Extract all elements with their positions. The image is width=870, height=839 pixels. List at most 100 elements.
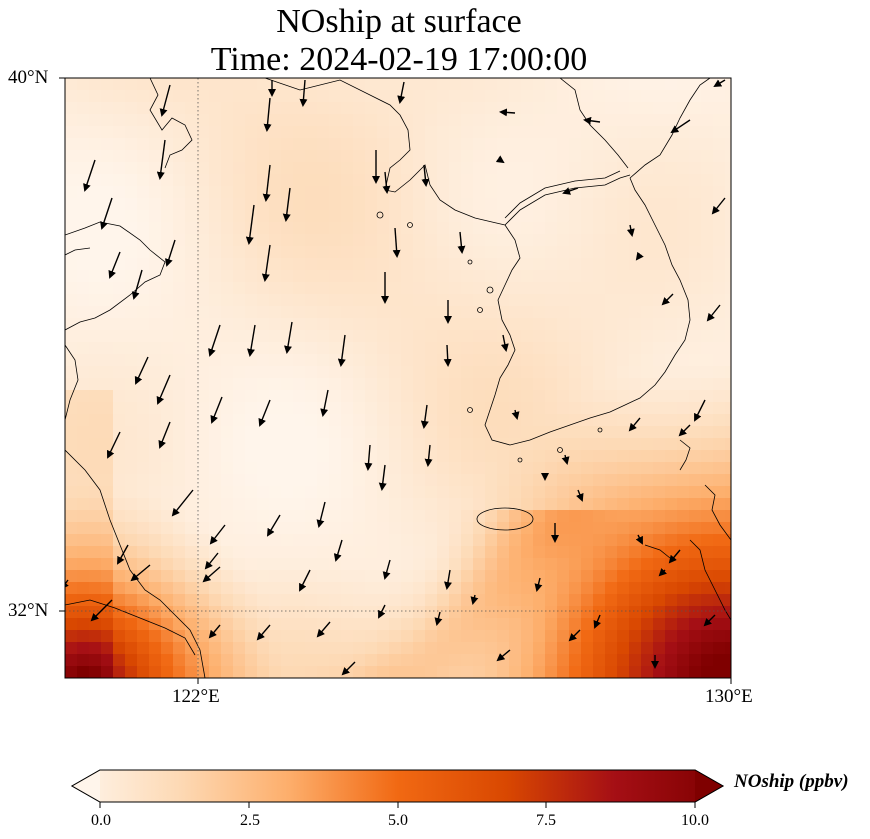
- field-cell: [341, 246, 354, 259]
- field-cell: [713, 294, 726, 307]
- field-cell: [497, 402, 510, 415]
- field-cell: [305, 186, 318, 199]
- field-cell: [569, 234, 582, 247]
- field-cell: [605, 522, 618, 535]
- field-cell: [293, 114, 306, 127]
- field-cell: [233, 498, 246, 511]
- field-cell: [293, 354, 306, 367]
- field-cell: [665, 534, 678, 547]
- field-cell: [197, 330, 210, 343]
- field-cell: [701, 486, 714, 499]
- field-cell: [269, 330, 282, 343]
- field-cell: [533, 258, 546, 271]
- field-cell: [461, 354, 474, 367]
- field-cell: [245, 174, 258, 187]
- field-cell: [89, 522, 102, 535]
- field-cell: [581, 174, 594, 187]
- field-cell: [677, 294, 690, 307]
- field-cell: [377, 546, 390, 559]
- field-cell: [473, 450, 486, 463]
- field-cell: [365, 222, 378, 235]
- field-cell: [521, 318, 534, 331]
- field-cell: [233, 162, 246, 175]
- field-cell: [377, 330, 390, 343]
- field-cell: [185, 294, 198, 307]
- field-cell: [317, 378, 330, 391]
- field-cell: [149, 474, 162, 487]
- field-cell: [77, 78, 90, 91]
- field-cell: [305, 234, 318, 247]
- field-cell: [197, 102, 210, 115]
- field-cell: [125, 474, 138, 487]
- field-cell: [641, 426, 654, 439]
- field-cell: [605, 342, 618, 355]
- field-cell: [389, 534, 402, 547]
- field-cell: [521, 306, 534, 319]
- field-cell: [137, 426, 150, 439]
- field-cell: [605, 330, 618, 343]
- field-cell: [653, 378, 666, 391]
- field-cell: [149, 150, 162, 163]
- field-cell: [377, 318, 390, 331]
- field-cell: [185, 426, 198, 439]
- field-cell: [713, 366, 726, 379]
- field-cell: [365, 522, 378, 535]
- field-cell: [653, 402, 666, 415]
- field-cell: [221, 378, 234, 391]
- field-cell: [545, 258, 558, 271]
- field-cell: [521, 90, 534, 103]
- field-cell: [269, 102, 282, 115]
- field-cell: [305, 138, 318, 151]
- field-cell: [245, 438, 258, 451]
- field-cell: [125, 258, 138, 271]
- field-cell: [725, 306, 731, 319]
- field-cell: [713, 450, 726, 463]
- field-cell: [413, 246, 426, 259]
- field-cell: [689, 402, 702, 415]
- field-cell: [485, 414, 498, 427]
- field-cell: [269, 366, 282, 379]
- field-cell: [473, 498, 486, 511]
- field-cell: [689, 138, 702, 151]
- field-cell: [137, 522, 150, 535]
- field-cell: [65, 402, 78, 415]
- field-cell: [485, 150, 498, 163]
- field-cell: [101, 90, 114, 103]
- field-cell: [173, 534, 186, 547]
- field-cell: [269, 342, 282, 355]
- field-cell: [161, 270, 174, 283]
- field-cell: [521, 522, 534, 535]
- field-cell: [353, 498, 366, 511]
- field-cell: [377, 378, 390, 391]
- field-cell: [221, 102, 234, 115]
- field-cell: [701, 354, 714, 367]
- field-cell: [389, 114, 402, 127]
- field-cell: [137, 282, 150, 295]
- field-cell: [89, 198, 102, 211]
- field-cell: [449, 462, 462, 475]
- field-cell: [377, 138, 390, 151]
- field-cell: [725, 450, 731, 463]
- field-cell: [605, 114, 618, 127]
- field-cell: [413, 222, 426, 235]
- field-cell: [485, 222, 498, 235]
- field-cell: [89, 114, 102, 127]
- field-cell: [485, 354, 498, 367]
- field-cell: [329, 306, 342, 319]
- field-cell: [461, 438, 474, 451]
- field-cell: [605, 438, 618, 451]
- field-cell: [329, 186, 342, 199]
- field-cell: [545, 270, 558, 283]
- field-cell: [329, 246, 342, 259]
- field-cell: [689, 450, 702, 463]
- field-cell: [197, 150, 210, 163]
- field-cell: [101, 366, 114, 379]
- field-cell: [209, 438, 222, 451]
- field-cell: [509, 174, 522, 187]
- field-cell: [269, 510, 282, 523]
- field-cell: [713, 234, 726, 247]
- field-cell: [593, 162, 606, 175]
- field-cell: [149, 426, 162, 439]
- field-cell: [221, 222, 234, 235]
- field-cell: [473, 258, 486, 271]
